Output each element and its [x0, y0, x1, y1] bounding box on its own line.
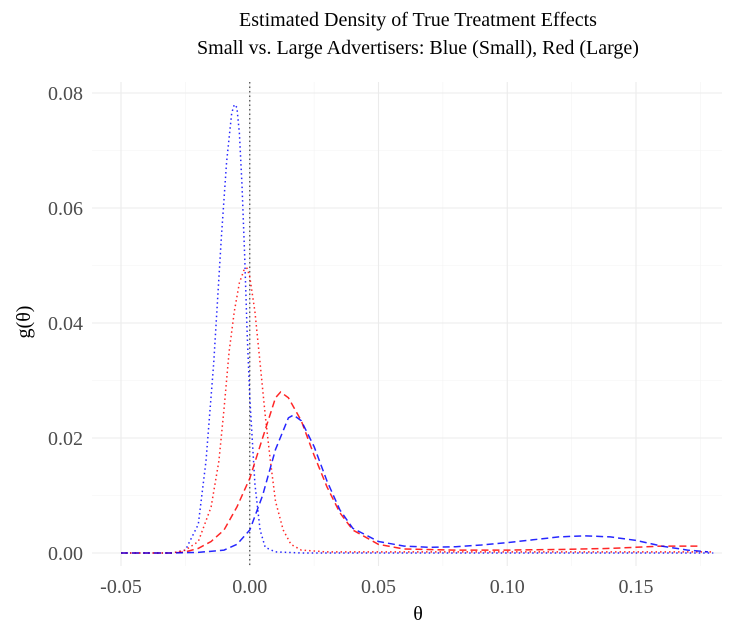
series-line-2 — [121, 267, 714, 554]
y-tick-label: 0.00 — [48, 543, 83, 565]
series-group — [121, 103, 714, 554]
y-axis-title: g(θ) — [13, 306, 35, 339]
grid — [92, 82, 722, 566]
x-tick-label: 0.15 — [619, 576, 654, 598]
x-tick-label: 0.10 — [490, 576, 525, 598]
y-tick-label: 0.02 — [48, 428, 83, 450]
x-tick-labels: -0.05 0.00 0.05 0.10 0.15 — [100, 576, 653, 598]
x-axis-title: θ — [413, 603, 423, 625]
y-tick-label: 0.08 — [48, 83, 83, 105]
chart-title: Estimated Density of True Treatment Effe… — [239, 9, 597, 31]
series-line-1 — [121, 103, 714, 554]
x-tick-label: 0.05 — [361, 576, 396, 598]
x-tick-label: 0.00 — [232, 576, 267, 598]
chart-subtitle: Small vs. Large Advertisers: Blue (Small… — [197, 37, 639, 59]
y-tick-label: 0.04 — [48, 313, 83, 335]
series-line-4 — [121, 414, 709, 554]
series-line-3 — [121, 390, 701, 554]
y-tick-label: 0.06 — [48, 198, 83, 220]
y-tick-labels: 0.00 0.02 0.04 0.06 0.08 — [48, 83, 83, 565]
x-tick-label: -0.05 — [100, 576, 142, 598]
